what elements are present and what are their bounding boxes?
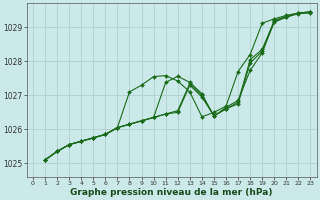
- X-axis label: Graphe pression niveau de la mer (hPa): Graphe pression niveau de la mer (hPa): [70, 188, 273, 197]
